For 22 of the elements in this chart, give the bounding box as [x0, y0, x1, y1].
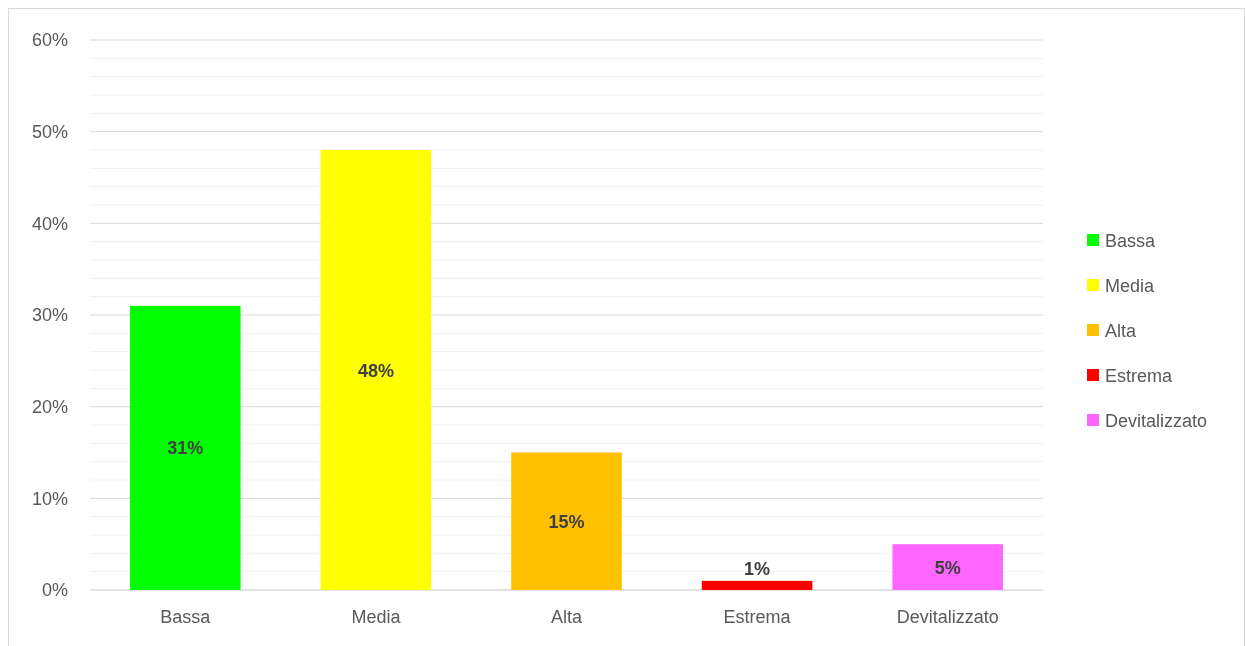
data-label: 15%: [548, 511, 585, 532]
y-tick-label: 60%: [31, 30, 68, 51]
x-tick-label: Estrema: [723, 606, 792, 627]
y-tick-label: 30%: [31, 305, 68, 326]
y-tick-label: 40%: [31, 213, 68, 234]
y-tick-label: 50%: [31, 121, 68, 142]
y-tick-label: 20%: [31, 396, 68, 417]
legend-label: Estrema: [1105, 365, 1174, 386]
x-tick-label: Bassa: [160, 606, 212, 627]
legend-label: Bassa: [1105, 230, 1157, 251]
x-tick-label: Media: [351, 606, 402, 627]
data-label: 1%: [744, 558, 771, 579]
data-label: 5%: [934, 557, 961, 578]
y-tick-label: 0%: [41, 580, 68, 601]
x-tick-label: Alta: [550, 606, 583, 627]
legend-label: Alta: [1105, 320, 1138, 341]
data-label: 48%: [357, 360, 394, 381]
legend-label: Devitalizzato: [1105, 410, 1208, 431]
legend-label: Media: [1105, 275, 1156, 296]
data-label: 31%: [167, 438, 204, 459]
x-tick-label: Devitalizzato: [896, 606, 999, 627]
y-tick-label: 10%: [31, 488, 68, 509]
